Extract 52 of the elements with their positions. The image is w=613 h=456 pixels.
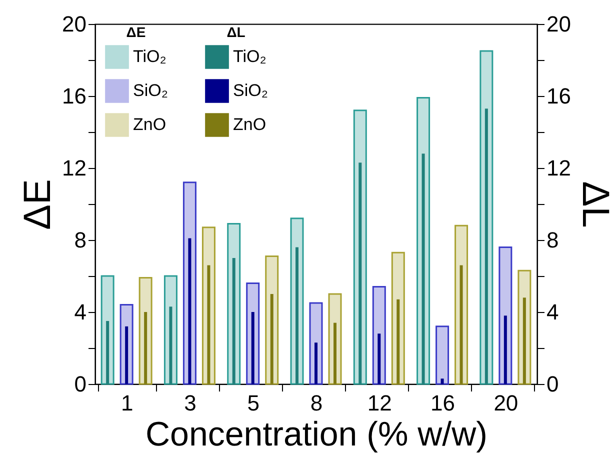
bar <box>378 334 381 384</box>
y-tick-label: 8 <box>74 228 86 252</box>
bar <box>334 322 336 384</box>
bar <box>106 321 110 384</box>
bar <box>522 298 526 384</box>
bar <box>296 247 298 384</box>
annotation: ΔE <box>126 24 146 40</box>
legend-label: SiO₂ <box>133 81 168 100</box>
bar <box>232 258 236 384</box>
annotation: ΔL <box>226 24 246 40</box>
legend-label: ZnO <box>133 115 166 134</box>
bar <box>358 162 362 384</box>
x-tick-label: 12 <box>367 390 392 416</box>
x-tick-label: 8 <box>310 390 323 416</box>
y-tick-label: 20 <box>62 12 86 36</box>
y2-tick-label: 4 <box>546 300 559 324</box>
bar <box>504 316 507 384</box>
bar <box>396 299 400 384</box>
bar <box>460 265 463 384</box>
y-tick-label: 12 <box>62 156 86 180</box>
bar <box>270 294 274 384</box>
bar <box>125 326 128 384</box>
x-tick-label: 1 <box>120 390 134 416</box>
x-tick-label: 20 <box>494 390 518 416</box>
y-axis-title: ΔE <box>17 179 60 230</box>
bar <box>144 312 148 384</box>
bar <box>207 265 210 384</box>
bar <box>436 326 450 385</box>
x-axis-title: Concentration (% w/w) <box>145 416 488 454</box>
bar <box>484 108 488 384</box>
y2-tick-label: 12 <box>546 156 571 180</box>
y2-tick-label: 16 <box>546 84 571 108</box>
y-tick-label: 16 <box>62 84 86 108</box>
legend-label: TiO₂ <box>133 47 166 66</box>
bar <box>169 306 172 384</box>
bar <box>188 238 192 384</box>
y-tick-label: 0 <box>74 372 86 396</box>
bar <box>251 312 254 384</box>
legend-label: ZnO <box>233 115 266 134</box>
bar <box>440 378 444 384</box>
x-tick-label: 3 <box>184 390 196 416</box>
y-tick-label: 4 <box>74 300 86 324</box>
y2-axis-title: ΔL <box>574 181 613 228</box>
x-tick-label: 5 <box>247 390 260 416</box>
y2-tick-label: 20 <box>546 12 571 36</box>
legend-label: SiO₂ <box>233 81 268 100</box>
bar <box>314 342 318 384</box>
y2-tick-label: 8 <box>546 228 559 252</box>
x-tick-label: 16 <box>430 390 456 416</box>
legend-label: TiO₂ <box>233 47 266 66</box>
bar <box>422 154 425 384</box>
y2-tick-label: 0 <box>546 372 559 396</box>
